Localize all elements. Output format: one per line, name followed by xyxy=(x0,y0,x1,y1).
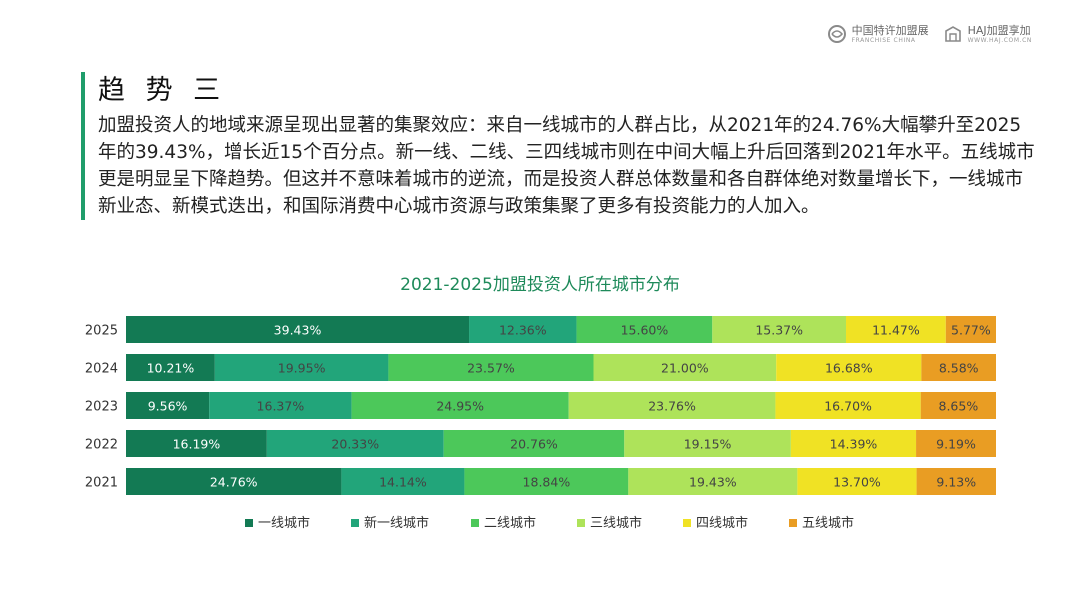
data-label-2021-3: 18.84% xyxy=(523,475,571,490)
y-tick-label-2025: 2025 xyxy=(85,324,118,339)
data-label-2025-4: 15.37% xyxy=(755,323,803,338)
legend-label-6: 五线城市 xyxy=(802,515,854,531)
data-label-2021-6: 9.13% xyxy=(936,475,976,490)
legend-label-4: 三线城市 xyxy=(590,515,642,531)
bar-segment-2021-2 xyxy=(341,468,465,495)
bar-segment-2025-6 xyxy=(945,316,996,343)
bar-segment-2024-6 xyxy=(921,354,996,381)
bar-segment-2023-3 xyxy=(351,392,569,419)
haj-logo-icon xyxy=(944,26,961,42)
chart-title: 2021-2025加盟投资人所在城市分布 xyxy=(400,275,680,295)
data-label-2021-5: 13.70% xyxy=(833,475,881,490)
legend-label-3: 二线城市 xyxy=(484,515,536,531)
bar-segment-2025-5 xyxy=(846,316,946,343)
data-label-2025-6: 5.77% xyxy=(951,323,991,338)
data-label-2025-5: 11.47% xyxy=(872,323,920,338)
data-label-2024-6: 8.58% xyxy=(939,361,979,376)
data-label-2023-5: 16.70% xyxy=(824,399,872,414)
bar-segment-2023-6 xyxy=(920,392,996,419)
data-label-2024-5: 16.68% xyxy=(825,361,873,376)
data-label-2023-3: 24.95% xyxy=(436,399,484,414)
bar-segment-2021-5 xyxy=(797,468,917,495)
data-label-2021-2: 14.14% xyxy=(379,475,427,490)
franchise-china-logo-cn: 中国特许加盟展 xyxy=(851,23,929,37)
franchise-china-logo-icon xyxy=(827,25,846,43)
bar-segment-2022-6 xyxy=(916,430,996,457)
bar-segment-2025-2 xyxy=(469,316,577,343)
section-heading: 趋 势 三 xyxy=(98,75,227,106)
y-tick-label-2024: 2024 xyxy=(85,362,118,377)
franchise-china-logo-en: FRANCHISE CHINA xyxy=(851,36,916,44)
data-label-2023-6: 8.65% xyxy=(939,399,979,414)
data-label-2021-4: 19.43% xyxy=(689,475,737,490)
legend-label-2: 新一线城市 xyxy=(364,515,429,531)
bar-segment-2024-5 xyxy=(776,354,922,381)
legend-swatch-6 xyxy=(789,519,797,527)
data-label-2023-1: 9.56% xyxy=(148,399,188,414)
bar-segment-2025-1 xyxy=(126,316,470,343)
data-label-2025-3: 15.60% xyxy=(621,323,669,338)
bar-segment-2022-2 xyxy=(266,430,444,457)
data-label-2021-1: 24.76% xyxy=(210,475,258,490)
legend-label-1: 一线城市 xyxy=(258,515,310,531)
bar-segment-2021-6 xyxy=(916,468,996,495)
bar-segment-2023-5 xyxy=(775,392,921,419)
legend-swatch-5 xyxy=(683,519,691,527)
bar-segment-2022-5 xyxy=(790,430,917,457)
bar-segment-2025-3 xyxy=(576,316,713,343)
data-label-2025-2: 12.36% xyxy=(499,323,547,338)
bar-segment-2021-4 xyxy=(628,468,798,495)
stacked-bar-chart: 2025 39.43% 12.36% 15.60% 15.37% 11.47% 5.77% 2… xyxy=(85,316,996,531)
bar-segment-2021-1 xyxy=(126,468,342,495)
bar-segment-2022-4 xyxy=(624,430,791,457)
legend-label-5: 四线城市 xyxy=(696,515,748,531)
header-logos: 中国特许加盟展 FRANCHISE CHINA HAJ加盟享加 WWW.HAJ.… xyxy=(827,24,1032,44)
data-label-2025-1: 39.43% xyxy=(274,323,322,338)
haj-logo-en: WWW.HAJ.COM.CN xyxy=(967,36,1032,44)
y-tick-label-2022: 2022 xyxy=(85,438,118,453)
data-label-2022-1: 16.19% xyxy=(173,437,221,452)
y-tick-label-2021: 2021 xyxy=(85,476,118,491)
data-label-2022-6: 9.19% xyxy=(936,437,976,452)
legend-swatch-4 xyxy=(577,519,585,527)
bar-segment-2023-2 xyxy=(209,392,352,419)
data-label-2024-3: 23.57% xyxy=(467,361,515,376)
data-label-2023-2: 16.37% xyxy=(257,399,305,414)
legend-swatch-2 xyxy=(351,519,359,527)
legend-swatch-3 xyxy=(471,519,479,527)
data-label-2024-1: 10.21% xyxy=(147,361,195,376)
data-label-2024-4: 21.00% xyxy=(661,361,709,376)
data-label-2022-3: 20.76% xyxy=(510,437,558,452)
bar-segment-2025-4 xyxy=(712,316,847,343)
bar-segment-2024-4 xyxy=(593,354,777,381)
data-label-2022-2: 20.33% xyxy=(331,437,379,452)
haj-logo-cn: HAJ加盟享加 xyxy=(967,23,1031,37)
section-accent-bar xyxy=(81,72,85,220)
bar-segment-2024-1 xyxy=(126,354,215,381)
bar-segment-2022-3 xyxy=(443,430,625,457)
legend-swatch-1 xyxy=(245,519,253,527)
bar-segment-2023-1 xyxy=(126,392,210,419)
bar-segment-2024-3 xyxy=(388,354,594,381)
data-label-2022-4: 19.15% xyxy=(684,437,732,452)
bar-segment-2024-2 xyxy=(214,354,389,381)
bar-segment-2021-3 xyxy=(464,468,629,495)
haj-logo: HAJ加盟享加 WWW.HAJ.COM.CN xyxy=(943,24,1032,44)
data-label-2022-5: 14.39% xyxy=(830,437,878,452)
bar-segment-2023-4 xyxy=(568,392,776,419)
section-paragraph: 加盟投资人的地域来源呈现出显著的集聚效应：来自一线城市的人群占比，从2021年的… xyxy=(98,115,1035,217)
franchise-china-logo: 中国特许加盟展 FRANCHISE CHINA xyxy=(827,24,929,44)
data-label-2023-4: 23.76% xyxy=(648,399,696,414)
data-label-2024-2: 19.95% xyxy=(278,361,326,376)
y-tick-label-2023: 2023 xyxy=(85,400,118,415)
bar-segment-2022-1 xyxy=(126,430,267,457)
